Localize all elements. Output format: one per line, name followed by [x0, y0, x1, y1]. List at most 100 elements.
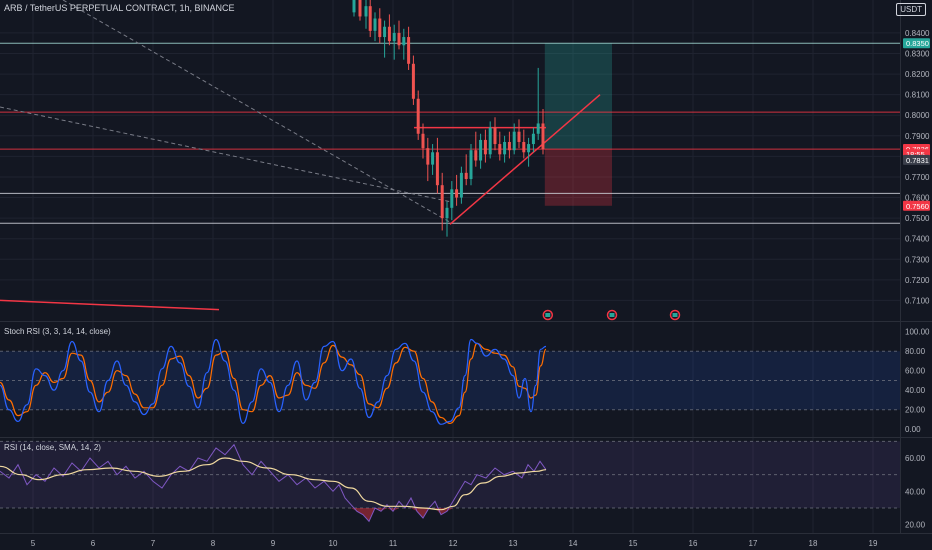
candle-body [431, 152, 435, 165]
candle-body [469, 150, 473, 180]
time-tick-label: 12 [449, 539, 458, 548]
rsi-pane [0, 438, 900, 533]
candle-body [488, 127, 492, 155]
price-tag [903, 200, 930, 211]
candle-body [531, 133, 535, 145]
time-tick-label: 17 [749, 539, 758, 548]
stoch-k-line [0, 338, 547, 425]
trendline [449, 94, 601, 225]
time-tick-label: 15 [629, 539, 638, 548]
stoch-rsi-pane [0, 322, 900, 437]
candle-body [512, 131, 516, 151]
trendline [62, 0, 451, 223]
candle-body [407, 37, 411, 64]
time-tick-label: 14 [569, 539, 578, 548]
time-tick-label: 19 [869, 539, 878, 548]
candle-body [445, 207, 449, 219]
time-tick-label: 6 [91, 539, 96, 548]
time-tick-label: 18 [809, 539, 818, 548]
stoch-tick-label: 0.00 [905, 425, 921, 434]
stoch-tick-label: 40.00 [905, 386, 926, 395]
candle-body [368, 6, 372, 31]
stoch-rsi-label: Stoch RSI (3, 3, 14, 14, close) [4, 327, 111, 336]
price-tick-label: 0.8100 [905, 91, 930, 100]
candle-body [440, 185, 444, 219]
chart-title: ARB / TetherUS PERPETUAL CONTRACT, 1h, B… [4, 3, 235, 13]
time-tick-label: 9 [271, 539, 276, 548]
candle-body [493, 127, 497, 145]
price-tick-label: 0.7100 [905, 296, 930, 305]
rsi-tick-label: 20.00 [905, 521, 926, 530]
candle-body [352, 0, 356, 13]
stoch-tick-label: 80.00 [905, 347, 926, 356]
candle-body [373, 18, 377, 31]
rsi-oversold-fill [339, 508, 453, 522]
candle-body [498, 144, 502, 155]
price-tag-label: 0.7560 [906, 202, 929, 211]
position-loss-zone [544, 149, 612, 206]
price-tick-label: 0.7300 [905, 255, 930, 264]
candle-body [517, 131, 521, 142]
candle-body [522, 141, 526, 153]
candle-body [397, 32, 401, 46]
candle-body [479, 139, 483, 161]
rsi-tick-label: 60.00 [905, 454, 926, 463]
candle-body [402, 37, 406, 46]
candle-body [503, 141, 507, 155]
price-tick-label: 0.8300 [905, 50, 930, 59]
price-tick-label: 0.8200 [905, 70, 930, 79]
trendline [0, 299, 220, 311]
price-tick-label: 0.7900 [905, 132, 930, 141]
candle-body [378, 18, 382, 38]
price-tag [903, 154, 930, 165]
currency-button[interactable]: USDT [896, 3, 926, 16]
price-tag-label: 0.8350 [906, 39, 929, 48]
candle-body [474, 150, 478, 161]
price-tick-label: 0.7700 [905, 173, 930, 182]
time-tick-label: 11 [389, 539, 398, 548]
price-tick-label: 0.7400 [905, 235, 930, 244]
stoch-tick-label: 20.00 [905, 406, 926, 415]
candle-body [411, 63, 415, 99]
candle-body [364, 6, 368, 17]
candle-body [459, 172, 463, 198]
time-tick-label: 16 [689, 539, 698, 548]
candle-body [383, 26, 387, 38]
candle-body [541, 123, 545, 149]
rsi-ma-line [0, 457, 547, 511]
candle-body [421, 133, 425, 149]
stoch-d-line [0, 342, 547, 425]
time-tick-label: 10 [329, 539, 338, 548]
event-marker-inner [609, 313, 615, 317]
candle-body [507, 141, 511, 151]
time-tick-label: 8 [211, 539, 216, 548]
stoch-tick-label: 60.00 [905, 367, 926, 376]
candle-body [426, 148, 430, 165]
price-tag [903, 38, 930, 49]
candle-body [483, 139, 487, 155]
price-pane [0, 0, 900, 321]
price-tick-label: 0.7600 [905, 194, 930, 203]
price-tick-label: 0.7500 [905, 214, 930, 223]
candle-body [358, 0, 362, 17]
candle-body [464, 172, 468, 180]
price-tick-label: 0.7200 [905, 276, 930, 285]
price-tag-label: 18:55 [906, 150, 925, 159]
rsi-label: RSI (14, close, SMA, 14, 2) [4, 443, 101, 452]
event-marker-inner [672, 313, 678, 317]
time-tick-label: 5 [31, 539, 36, 548]
position-profit-zone [544, 43, 612, 150]
candle-body [392, 32, 396, 42]
candle-body [387, 26, 391, 42]
candle-body [536, 123, 540, 134]
candle-body [450, 189, 454, 208]
price-tag-label: 0.7831 [906, 156, 929, 165]
event-marker-inner [545, 313, 551, 317]
price-tick-label: 0.8000 [905, 111, 930, 120]
time-tick-label: 13 [509, 539, 518, 548]
candle-body [455, 189, 459, 198]
stoch-tick-label: 100.00 [905, 328, 930, 337]
candle-body [435, 152, 439, 186]
